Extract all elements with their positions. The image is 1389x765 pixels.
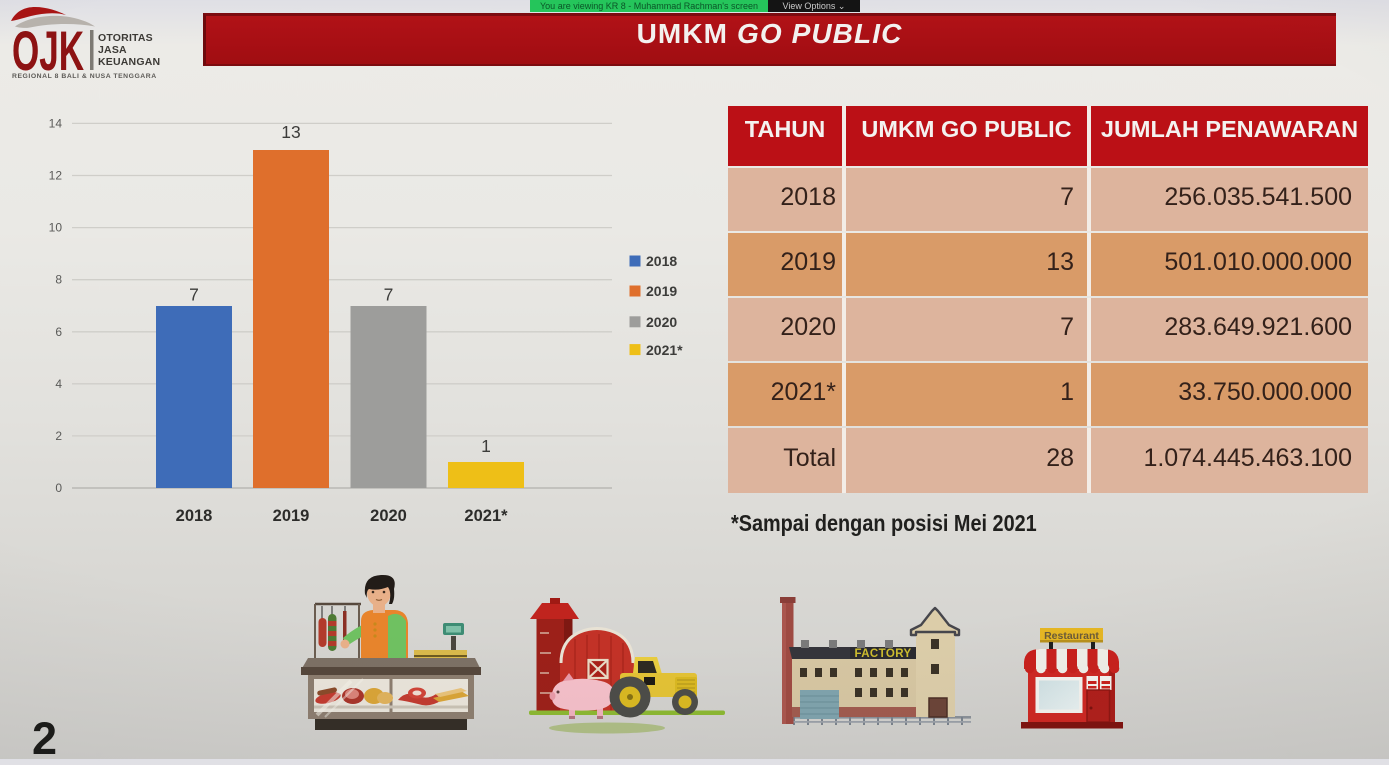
svg-text:8: 8 [55, 273, 62, 287]
svg-text:2021*: 2021* [646, 342, 683, 358]
svg-text:2019: 2019 [273, 507, 310, 525]
svg-text:12: 12 [49, 169, 63, 183]
svg-text:0: 0 [55, 481, 62, 495]
svg-text:OTORITAS: OTORITAS [98, 32, 153, 44]
svg-text:FACTORY: FACTORY [854, 648, 911, 660]
svg-text:13: 13 [281, 122, 300, 142]
svg-text:4: 4 [55, 377, 62, 391]
svg-text:2019: 2019 [646, 283, 677, 299]
svg-text:7: 7 [384, 285, 394, 305]
svg-text:2: 2 [55, 429, 62, 443]
svg-text:2021*: 2021* [464, 507, 508, 525]
svg-text:2020: 2020 [646, 314, 677, 330]
svg-text:6: 6 [55, 325, 62, 339]
svg-text:OJK: OJK [12, 19, 84, 80]
svg-text:7: 7 [189, 285, 199, 305]
svg-text:10: 10 [49, 221, 63, 235]
svg-text:2018: 2018 [176, 507, 213, 525]
svg-text:14: 14 [49, 116, 63, 130]
svg-text:2020: 2020 [370, 507, 407, 525]
svg-text:KEUANGAN: KEUANGAN [98, 56, 160, 68]
svg-text:1: 1 [481, 436, 491, 456]
svg-text:2018: 2018 [646, 253, 677, 269]
svg-text:OJK: OJK [12, 19, 84, 80]
svg-text:Restaurant: Restaurant [1044, 630, 1099, 642]
svg-text:JASA: JASA [98, 44, 127, 56]
svg-text:REGIONAL 8 BALI & NUSA TENGGAR: REGIONAL 8 BALI & NUSA TENGGARA [12, 73, 157, 80]
